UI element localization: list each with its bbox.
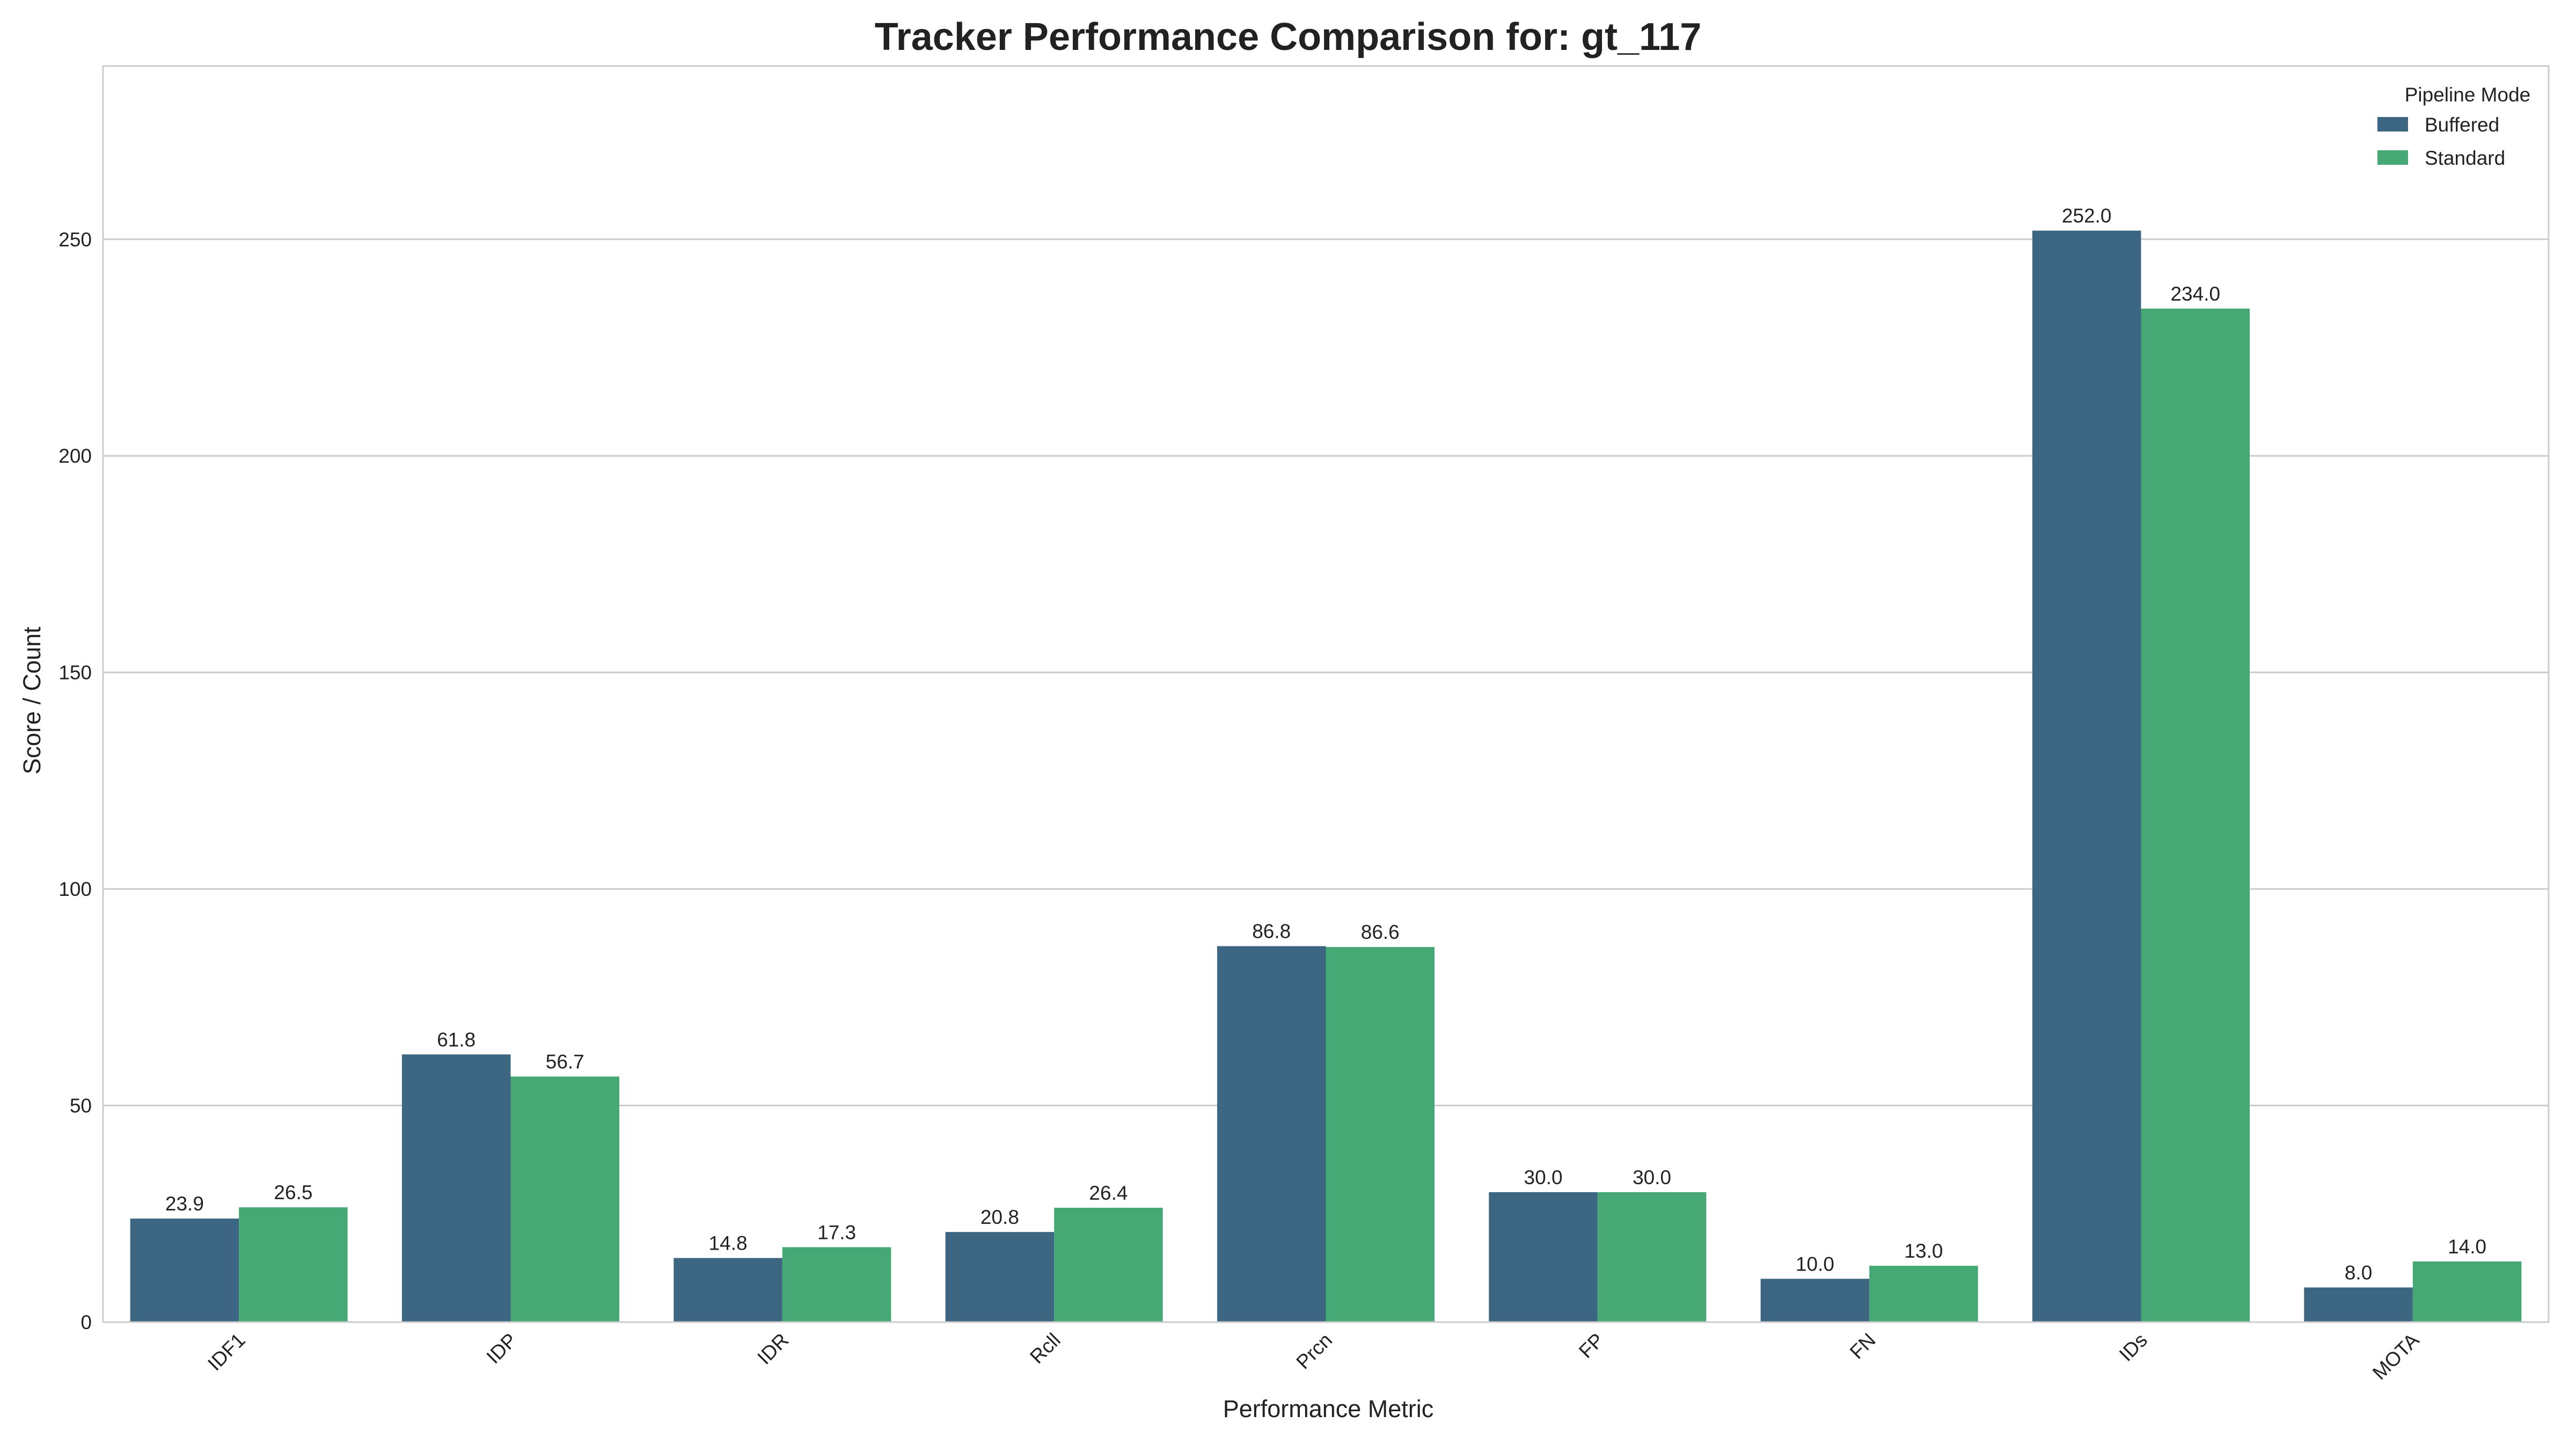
- x-tick-label: IDs: [2115, 1329, 2151, 1366]
- legend-swatch-buffered: [2377, 117, 2408, 132]
- x-tick-label: Rcll: [1026, 1329, 1065, 1368]
- data-label: 23.9: [165, 1193, 204, 1215]
- legend: Pipeline Mode Buffered Standard: [2377, 84, 2530, 169]
- data-label: 14.0: [2448, 1236, 2486, 1258]
- bar-buffered-rcll: [945, 1232, 1055, 1322]
- data-label: 252.0: [2062, 205, 2112, 227]
- bar-buffered-prcn: [1217, 946, 1326, 1322]
- bar-standard-ids: [2141, 308, 2250, 1322]
- y-axis-label: Score / Count: [18, 626, 46, 775]
- legend-title: Pipeline Mode: [2405, 84, 2530, 106]
- data-label: 56.7: [546, 1050, 584, 1072]
- y-tick-label: 250: [58, 229, 92, 251]
- bar-buffered-idr: [674, 1258, 782, 1322]
- bar-standard-idr: [782, 1247, 891, 1322]
- bar-buffered-mota: [2304, 1287, 2413, 1322]
- bar-buffered-idp: [401, 1054, 511, 1322]
- x-tick-label: MOTA: [2368, 1329, 2424, 1384]
- legend-swatch-standard: [2377, 150, 2408, 165]
- y-tick-label: 150: [58, 662, 92, 684]
- data-label: 14.8: [709, 1232, 748, 1254]
- data-label: 10.0: [1796, 1253, 1834, 1275]
- data-label: 30.0: [1524, 1166, 1563, 1188]
- bar-buffered-fn: [1760, 1279, 1870, 1322]
- data-label: 86.8: [1252, 921, 1291, 943]
- bar-standard-idp: [510, 1076, 620, 1322]
- bar-standard-fp: [1597, 1192, 1707, 1322]
- data-label: 30.0: [1633, 1166, 1671, 1188]
- plot-border: [102, 65, 2550, 1323]
- bars: [130, 230, 2522, 1322]
- y-tick-label: 200: [58, 445, 92, 467]
- bar-buffered-fp: [1489, 1192, 1598, 1322]
- bar-standard-rcll: [1054, 1207, 1163, 1322]
- bar-standard-mota: [2412, 1261, 2522, 1322]
- x-tick-label: IDF1: [203, 1329, 250, 1375]
- chart-title: Tracker Performance Comparison for: gt_1…: [875, 16, 1702, 59]
- legend-label-buffered: Buffered: [2425, 114, 2499, 136]
- data-label: 26.4: [1089, 1182, 1128, 1204]
- data-label: 20.8: [980, 1206, 1019, 1228]
- data-label: 13.0: [1904, 1240, 1943, 1262]
- bar-buffered-idf1: [130, 1218, 239, 1322]
- x-tick-label: Prcn: [1292, 1329, 1336, 1374]
- y-tick-label: 0: [80, 1311, 92, 1333]
- x-tick-label: FN: [1846, 1329, 1880, 1363]
- data-labels: 23.9 26.5 61.8 56.7 14.8 17.3 20.8 26.4 86.8 86.6…: [165, 205, 2486, 1284]
- x-tick-label: FP: [1575, 1329, 1608, 1362]
- y-tick-label: 100: [58, 878, 92, 900]
- bar-standard-idf1: [239, 1207, 348, 1322]
- bar-standard-fn: [1869, 1266, 1978, 1322]
- data-label: 8.0: [2345, 1261, 2372, 1283]
- bar-standard-prcn: [1326, 947, 1435, 1322]
- x-axis-label: Performance Metric: [1223, 1395, 1434, 1422]
- x-tick-label: IDP: [482, 1329, 522, 1368]
- data-label: 61.8: [437, 1028, 475, 1050]
- legend-label-standard: Standard: [2425, 147, 2505, 169]
- y-tick-label: 50: [70, 1095, 92, 1117]
- data-label: 26.5: [274, 1181, 312, 1203]
- bar-buffered-ids: [2032, 230, 2141, 1322]
- data-label: 86.6: [1361, 921, 1400, 943]
- x-tick-label: IDR: [753, 1329, 793, 1369]
- data-label: 17.3: [817, 1221, 856, 1243]
- data-label: 234.0: [2170, 283, 2220, 305]
